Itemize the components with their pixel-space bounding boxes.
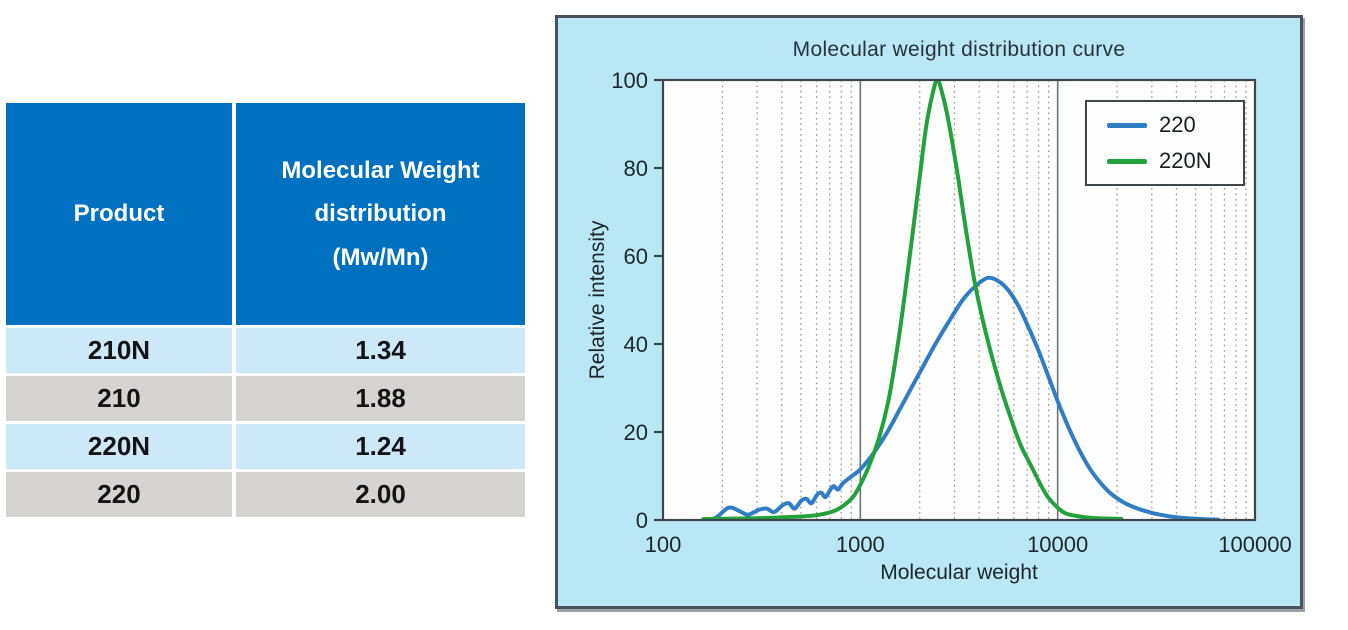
legend-label: 220 — [1159, 112, 1196, 137]
legend-entry-220N: 220N — [1087, 148, 1243, 174]
y-tick-label: 40 — [624, 332, 648, 357]
x-axis-ticks: 100 1000 10000 100000 — [645, 532, 1292, 557]
y-tick-label: 60 — [624, 244, 648, 269]
legend-label: 220N — [1159, 148, 1212, 173]
molecular-weight-chart: 0 20 40 60 80 100 100 1000 10000 100000 Molecular… — [555, 15, 1303, 609]
table-row-value-210: 1.88 — [236, 376, 525, 421]
plot-border — [661, 78, 1257, 522]
major-gridlines — [859, 80, 1059, 520]
table-header-product: Product — [6, 103, 232, 325]
x-tick-label: 100 — [645, 532, 682, 557]
x-tick-label: 100000 — [1218, 532, 1291, 557]
table-header-mwd: Molecular Weight distribution (Mw/Mn) — [236, 103, 525, 325]
x-tick-label: 10000 — [1027, 532, 1088, 557]
y-tick-label: 80 — [624, 156, 648, 181]
product-table: Product Molecular Weight distribution (M… — [6, 103, 525, 517]
table-row-product-220: 220 — [6, 472, 232, 517]
chart-title: Molecular weight distribution curve — [792, 38, 1126, 61]
curve-220N — [701, 79, 1124, 521]
table-header-mwd-line2: distribution — [314, 200, 447, 228]
legend-entry-220: 220 — [1087, 112, 1243, 138]
table-row-value-220N: 1.24 — [236, 424, 525, 469]
curves — [701, 79, 1221, 521]
table-header-mwd-line3: (Mw/Mn) — [332, 243, 429, 271]
y-axis-ticks: 0 20 40 60 80 100 — [611, 68, 663, 533]
x-axis-label: Molecular weight — [880, 561, 1038, 584]
table-row-value-210N: 1.34 — [236, 328, 525, 373]
y-tick-label: 100 — [611, 68, 648, 93]
legend: 220 220N — [1085, 100, 1245, 186]
y-tick-label: 0 — [636, 508, 648, 533]
x-tick-label: 1000 — [836, 532, 885, 557]
table-row-product-220N: 220N — [6, 424, 232, 469]
table-row-product-210N: 210N — [6, 328, 232, 373]
table-header-product-label: Product — [73, 200, 165, 228]
legend-line-swatch — [1107, 122, 1147, 128]
y-axis-label: Relative intensity — [586, 220, 609, 380]
legend-line-swatch — [1107, 158, 1147, 164]
table-row-product-210: 210 — [6, 376, 232, 421]
table-row-value-220: 2.00 — [236, 472, 525, 517]
curve-220 — [701, 275, 1221, 521]
y-tick-label: 20 — [624, 420, 648, 445]
table-header-mwd-line1: Molecular Weight — [281, 157, 480, 185]
